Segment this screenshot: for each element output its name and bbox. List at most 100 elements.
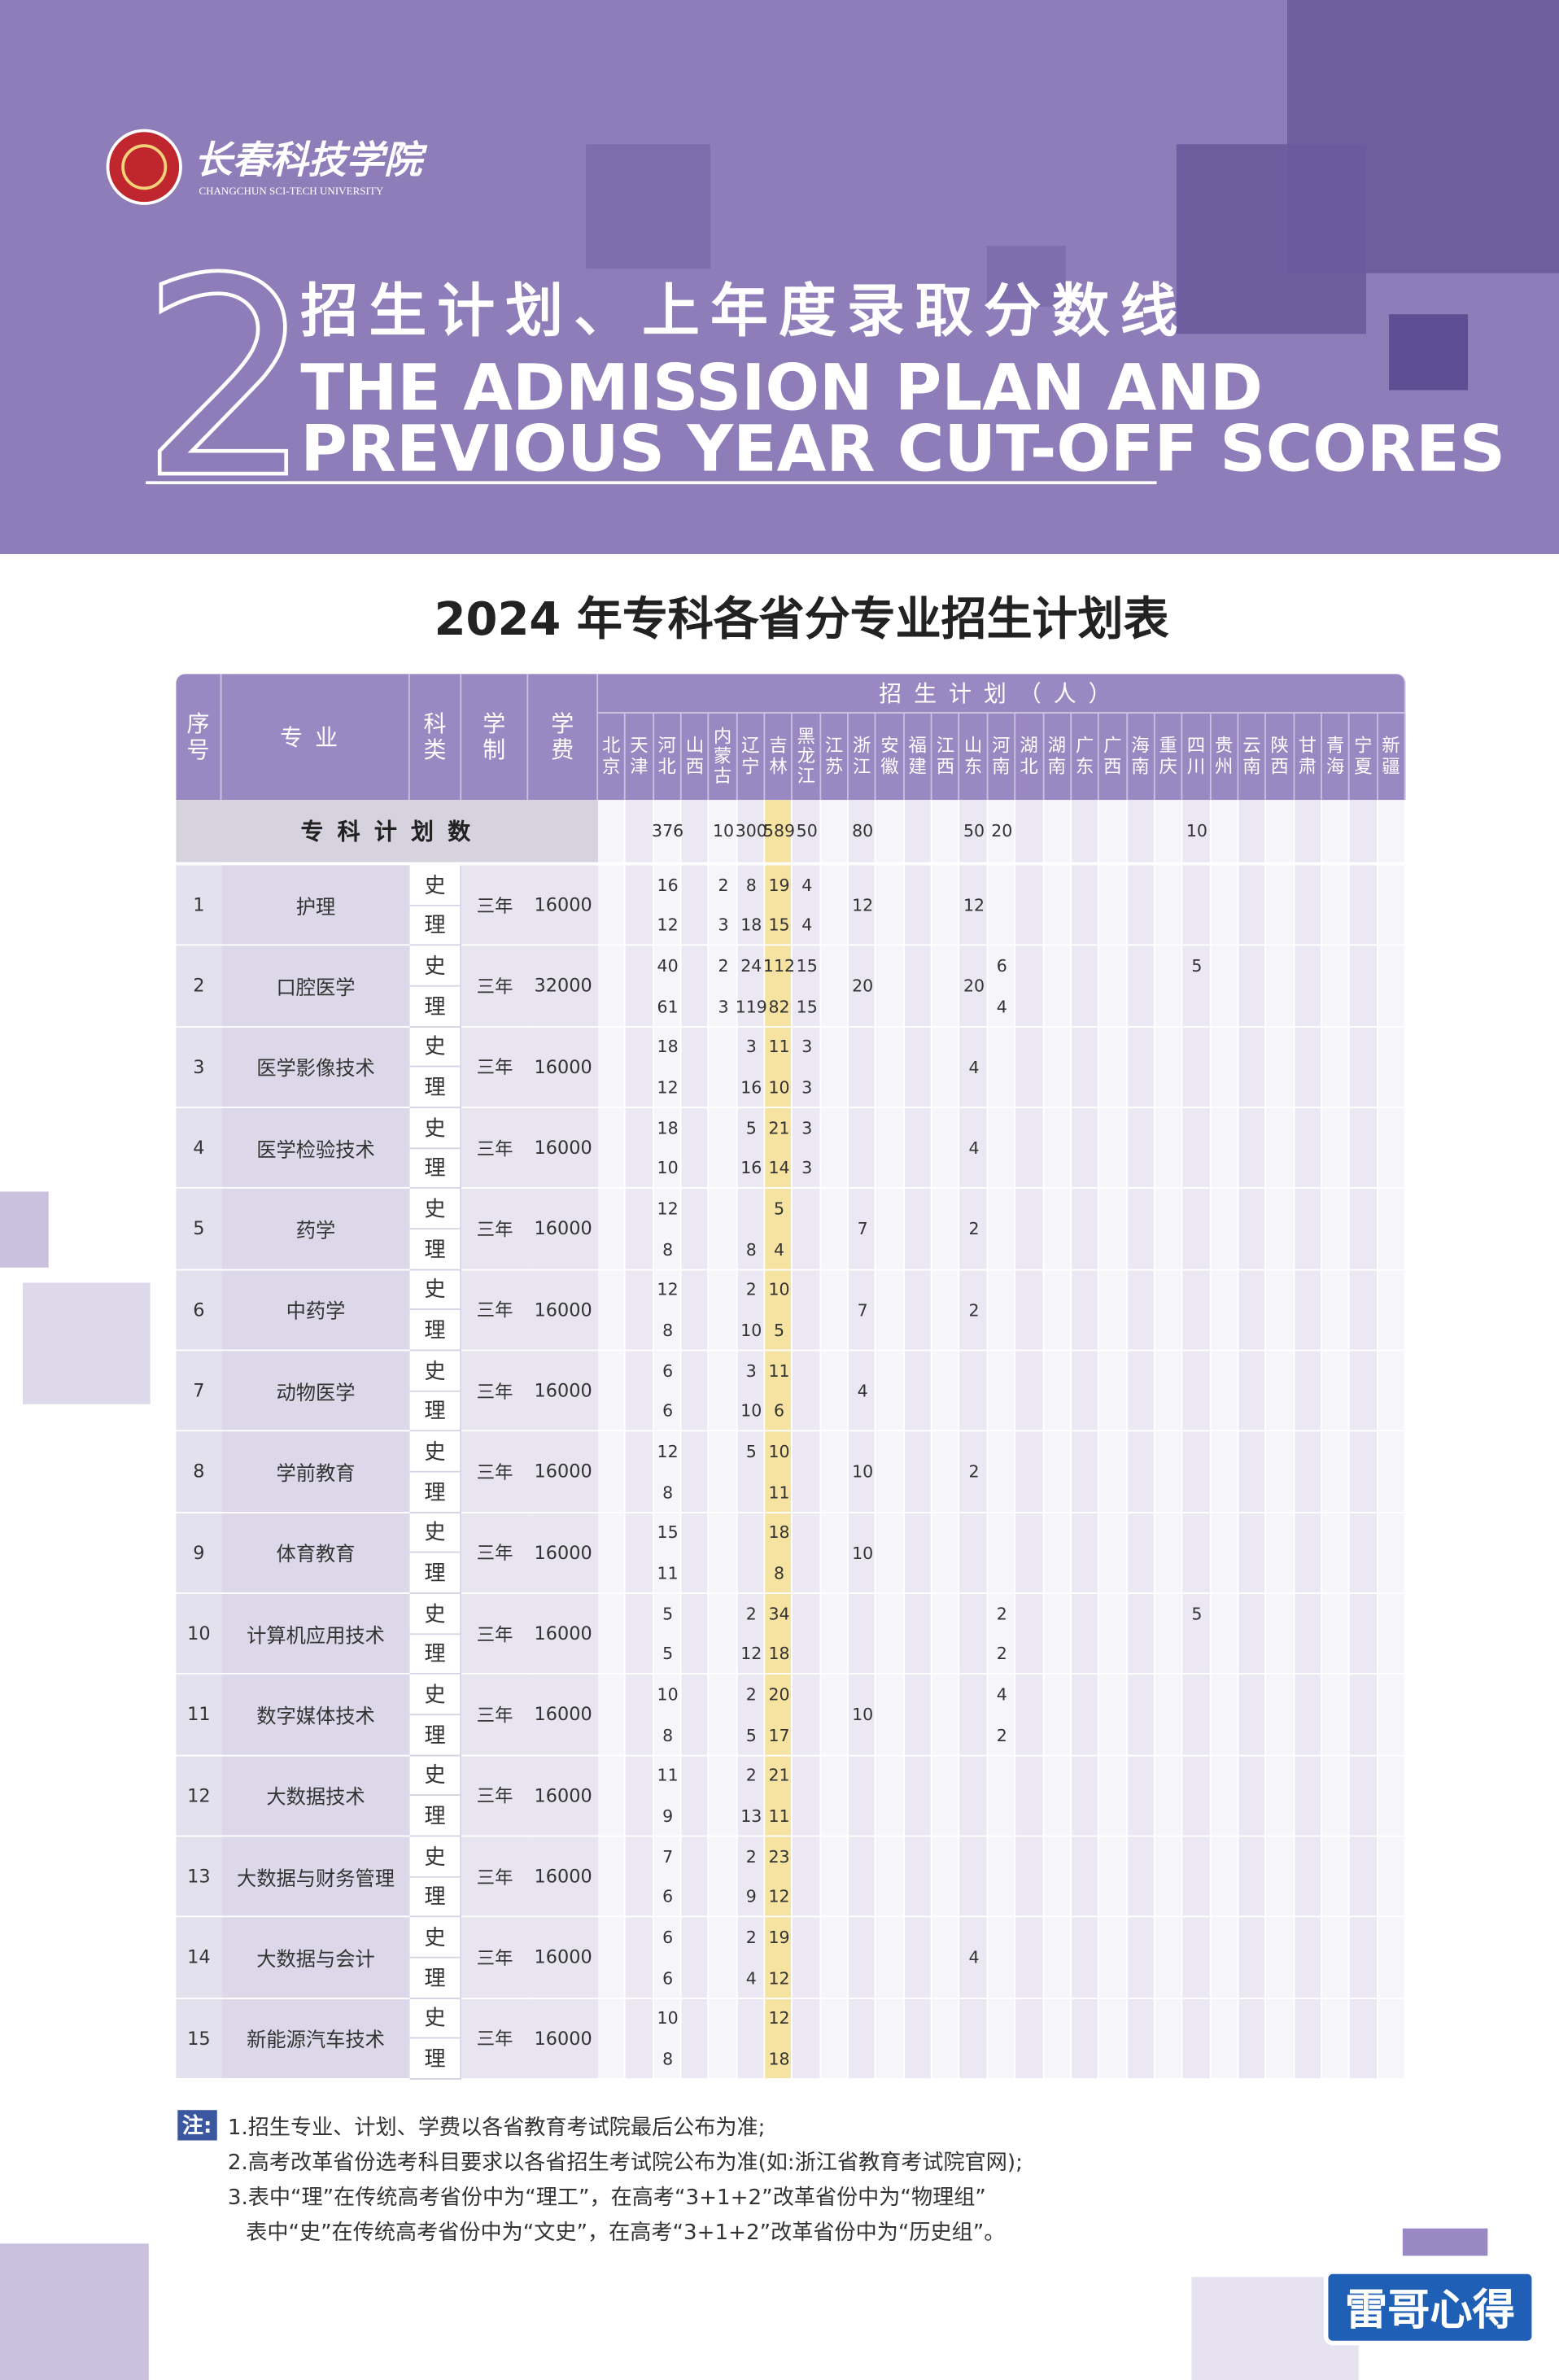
row-line xyxy=(176,862,1406,866)
row-no: 4 xyxy=(176,1107,222,1190)
row-line xyxy=(598,1673,1406,1675)
track: 史 xyxy=(409,865,462,906)
plan-value: 10 xyxy=(852,1705,874,1726)
total-label: 专 科 计 划 数 xyxy=(176,800,599,862)
plan-value: 8 xyxy=(662,1321,674,1341)
province-header: 山东 xyxy=(959,713,989,801)
plan-value: 20 xyxy=(963,976,985,997)
province-header-text: 广西 xyxy=(1103,735,1122,777)
major: 大数据技术 xyxy=(221,1755,410,1837)
row-no: 12 xyxy=(176,1755,222,1837)
column-bg xyxy=(626,800,654,2080)
track: 理 xyxy=(409,1877,462,1918)
deco-square xyxy=(1389,314,1469,391)
province-header: 湖南 xyxy=(1043,713,1072,801)
plan-value: 9 xyxy=(745,1887,757,1908)
plan-value: 23 xyxy=(768,1847,790,1867)
logo-cn: 长春科技学院 xyxy=(194,138,428,182)
total-value: 20 xyxy=(991,821,1013,841)
plan-value: 2 xyxy=(996,1725,1007,1746)
province-header-text: 福建 xyxy=(908,735,927,777)
plan-value: 15 xyxy=(796,956,818,976)
plan-value: 13 xyxy=(740,1806,762,1827)
column-bg xyxy=(932,800,960,2080)
track: 史 xyxy=(409,1513,462,1554)
duration: 三年 xyxy=(461,1027,529,1108)
major: 动物医学 xyxy=(221,1351,410,1432)
deco-square xyxy=(0,1191,49,1268)
plan-value: 3 xyxy=(745,1037,757,1058)
header-cell: 序号 xyxy=(176,674,222,801)
duration: 三年 xyxy=(461,1513,529,1594)
track: 史 xyxy=(409,945,462,987)
track: 史 xyxy=(409,1351,462,1392)
plan-value: 4 xyxy=(968,1948,980,1968)
column-bg xyxy=(959,800,989,2080)
province-header: 北京 xyxy=(598,713,627,801)
province-header-text: 河南 xyxy=(992,735,1011,777)
track: 理 xyxy=(409,986,462,1028)
track: 史 xyxy=(409,1675,462,1716)
duration: 三年 xyxy=(461,1917,529,1999)
track: 理 xyxy=(409,1796,462,1837)
fee: 32000 xyxy=(528,945,599,1028)
province-header: 海南 xyxy=(1127,713,1155,801)
plan-value: 12 xyxy=(657,1077,679,1098)
province-header-text: 湖南 xyxy=(1047,735,1067,777)
plan-value: 8 xyxy=(662,2049,674,2070)
plan-value: 12 xyxy=(740,1644,762,1665)
plan-value: 4 xyxy=(968,1057,980,1078)
province-header-text: 甘肃 xyxy=(1298,735,1317,777)
deco-square xyxy=(986,246,1066,307)
row-line xyxy=(598,1269,1406,1270)
plan-value: 11 xyxy=(768,1037,790,1058)
duration: 三年 xyxy=(461,945,529,1028)
track: 理 xyxy=(409,1068,462,1108)
note-line: 表中“史”在传统高考省份中为“文史”，在高考“3+1+2”改革省份中为“历史组”… xyxy=(246,2221,1006,2246)
plan-value: 12 xyxy=(657,915,679,937)
header-cell: 学制 xyxy=(461,674,529,801)
row-no: 9 xyxy=(176,1513,222,1594)
track: 理 xyxy=(409,1634,462,1675)
notes-label: 注: xyxy=(177,2110,217,2141)
plan-value: 34 xyxy=(768,1604,790,1624)
track: 理 xyxy=(409,1553,462,1594)
row-line xyxy=(598,1349,1406,1352)
track: 史 xyxy=(409,1107,462,1149)
province-header-text: 江西 xyxy=(936,735,955,777)
province-header: 河南 xyxy=(988,713,1016,801)
plan-value: 2 xyxy=(996,1644,1007,1665)
major: 大数据与会计 xyxy=(221,1917,410,1999)
fee: 16000 xyxy=(528,1513,599,1594)
logo-emblem xyxy=(106,129,182,205)
plan-value: 18 xyxy=(657,1037,679,1058)
column-bg xyxy=(709,800,738,2080)
plan-value: 12 xyxy=(657,1199,679,1220)
plan-value: 2 xyxy=(968,1220,980,1240)
major: 新能源汽车技术 xyxy=(221,1998,410,2080)
plan-value: 8 xyxy=(745,876,757,896)
column-bg xyxy=(820,800,849,2080)
track: 史 xyxy=(409,1189,462,1230)
logo-en: CHANGCHUN SCI-TECH UNIVERSITY xyxy=(199,185,383,197)
row-no: 1 xyxy=(176,865,222,946)
duration: 三年 xyxy=(461,1351,529,1432)
track: 史 xyxy=(409,1431,462,1473)
major: 药学 xyxy=(221,1189,410,1270)
province-header: 江苏 xyxy=(820,713,849,801)
plan-value: 4 xyxy=(968,1138,980,1159)
province-header-text: 青海 xyxy=(1325,735,1345,777)
fee: 16000 xyxy=(528,1593,599,1675)
duration: 三年 xyxy=(461,1189,529,1270)
fee: 16000 xyxy=(528,1027,599,1108)
column-bg xyxy=(849,800,877,2080)
column-bg xyxy=(1043,800,1072,2080)
row-no: 3 xyxy=(176,1027,222,1108)
duration: 三年 xyxy=(461,1431,529,1513)
plan-value: 10 xyxy=(852,1543,874,1564)
column-bg xyxy=(988,800,1016,2080)
plan-value: 2 xyxy=(745,1928,757,1948)
deco-square xyxy=(0,2243,149,2380)
plan-value: 5 xyxy=(662,1604,674,1624)
column-bg xyxy=(653,800,682,2080)
